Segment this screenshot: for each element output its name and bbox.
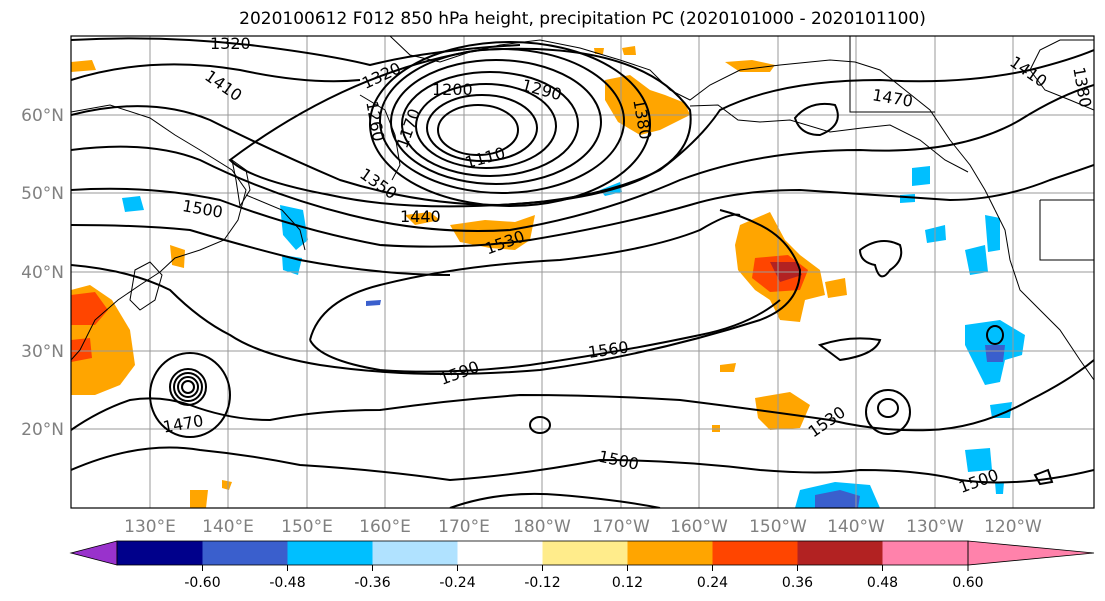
colorbar-tick-label: -0.36 bbox=[354, 575, 390, 591]
colorbar-tick-label: -0.48 bbox=[269, 575, 305, 591]
lat-label: 20°N bbox=[21, 420, 64, 440]
colorbar-swatch bbox=[287, 541, 373, 565]
lon-label: 170°E bbox=[438, 517, 490, 537]
colorbar-swatch bbox=[372, 541, 458, 565]
colorbar-tick-label: 0.36 bbox=[782, 575, 813, 591]
lon-label: 140°E bbox=[202, 517, 254, 537]
colorbar-swatch bbox=[882, 541, 968, 565]
colorbar-swatch bbox=[202, 541, 288, 565]
lon-label: 140°W bbox=[827, 517, 885, 537]
colorbar-swatch bbox=[712, 541, 798, 565]
colorbar-extend-high bbox=[967, 540, 1095, 566]
lon-label: 150°E bbox=[281, 517, 333, 537]
lat-label: 60°N bbox=[21, 106, 64, 126]
map-frame bbox=[70, 35, 1095, 509]
height-contours bbox=[71, 37, 1094, 508]
colorbar-tick-label: -0.12 bbox=[524, 575, 560, 591]
lon-label: 160°E bbox=[359, 517, 411, 537]
lon-label: 150°W bbox=[749, 517, 807, 537]
colorbar: -0.60 -0.48 -0.36 -0.24 -0.12 0.12 0.24 … bbox=[69, 540, 1095, 591]
contour-label: 1320 bbox=[210, 34, 251, 53]
lon-label: 170°W bbox=[592, 517, 650, 537]
latitude-labels: 60°N 50°N 40°N 30°N 20°N bbox=[21, 106, 64, 440]
colorbar-extend-low bbox=[69, 540, 118, 566]
lon-label: 130°E bbox=[124, 517, 176, 537]
lat-label: 30°N bbox=[21, 342, 64, 362]
colorbar-tick-label: 0.24 bbox=[697, 575, 728, 591]
lon-label: 120°W bbox=[984, 517, 1042, 537]
colorbar-tick-label: 0.48 bbox=[867, 575, 898, 591]
lat-label: 50°N bbox=[21, 184, 64, 204]
contour-label: 1200 bbox=[432, 80, 473, 99]
longitude-labels: 130°E 140°E 150°E 160°E 170°E 180°W 170°… bbox=[124, 517, 1042, 537]
lon-label: 180°W bbox=[513, 517, 571, 537]
colorbar-tick-label: -0.60 bbox=[184, 575, 220, 591]
colorbar-swatch bbox=[117, 541, 203, 565]
colorbar-tick-label: 0.60 bbox=[952, 575, 983, 591]
colorbar-swatch bbox=[797, 541, 883, 565]
colorbar-tick-label: -0.24 bbox=[439, 575, 475, 591]
colorbar-swatch bbox=[457, 541, 543, 565]
contour-label: 1440 bbox=[400, 207, 441, 226]
colorbar-ticks bbox=[202, 565, 969, 571]
lon-label: 130°W bbox=[906, 517, 964, 537]
map-title: 2020100612 F012 850 hPa height, precipit… bbox=[239, 9, 926, 29]
lon-label: 160°W bbox=[670, 517, 728, 537]
colorbar-tick-label: 0.12 bbox=[612, 575, 643, 591]
lat-label: 40°N bbox=[21, 263, 64, 283]
colorbar-swatch bbox=[542, 541, 628, 565]
colorbar-swatch bbox=[627, 541, 713, 565]
